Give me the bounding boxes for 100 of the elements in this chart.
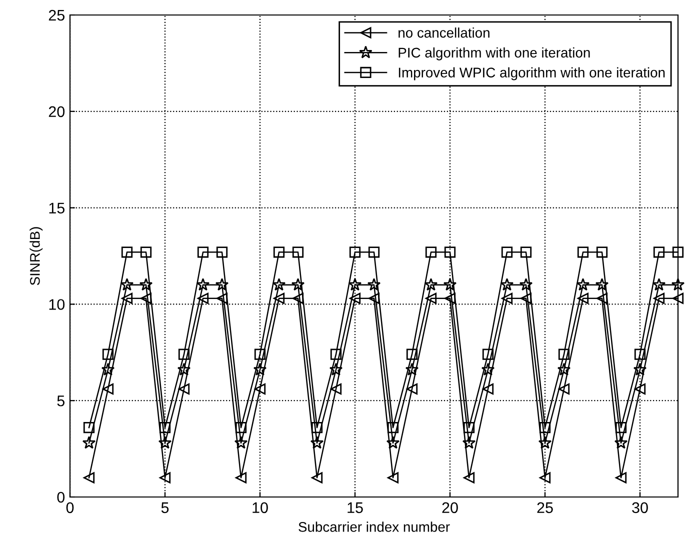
point	[614, 436, 628, 449]
point	[159, 472, 171, 484]
point	[501, 246, 513, 258]
point	[482, 383, 494, 395]
point	[405, 362, 419, 376]
point	[272, 278, 286, 291]
point	[539, 472, 551, 484]
point	[558, 348, 570, 360]
legend-label: PIC algorithm with one iteration	[398, 47, 590, 60]
point	[387, 472, 399, 484]
point	[577, 246, 589, 258]
point	[140, 246, 152, 258]
point	[633, 362, 647, 376]
point	[671, 278, 685, 291]
point	[539, 422, 551, 434]
point	[215, 278, 229, 291]
x-axis-title: Subcarrier index number	[298, 522, 450, 532]
point	[634, 348, 646, 360]
point	[177, 362, 191, 376]
point	[121, 292, 133, 304]
point	[291, 278, 305, 291]
point	[330, 348, 342, 360]
point	[519, 278, 533, 291]
point	[310, 436, 324, 449]
point	[311, 422, 323, 434]
point	[120, 278, 134, 291]
x-tick-label: 15	[348, 502, 363, 514]
legend-label: no cancellation	[398, 28, 490, 38]
y-tick-label: 0	[57, 492, 65, 503]
point	[596, 292, 608, 304]
point	[463, 422, 475, 434]
point	[197, 246, 209, 258]
point	[292, 246, 304, 258]
point	[652, 278, 666, 291]
point	[406, 348, 418, 360]
point	[330, 383, 342, 395]
point	[329, 362, 343, 376]
legend-label: Improved WPIC algorithm with one iteration	[398, 67, 665, 80]
point	[444, 246, 456, 258]
point	[216, 246, 228, 258]
x-tick-label: 5	[161, 502, 169, 514]
point	[178, 348, 190, 360]
point	[83, 472, 95, 484]
y-tick-label: 15	[49, 202, 64, 214]
point	[273, 292, 285, 304]
point	[500, 278, 514, 291]
y-tick-label: 20	[48, 106, 65, 118]
point	[254, 348, 266, 360]
y-tick-label: 10	[49, 299, 65, 310]
point	[216, 292, 228, 304]
point	[311, 472, 323, 484]
point	[425, 246, 437, 258]
point	[140, 292, 152, 304]
point	[520, 292, 532, 304]
point	[482, 348, 494, 360]
point	[234, 436, 248, 449]
point	[254, 383, 266, 395]
point	[558, 383, 570, 395]
point	[102, 383, 114, 395]
point	[424, 278, 438, 291]
x-tick-label: 25	[537, 502, 553, 514]
point	[368, 292, 380, 304]
y-tick-label: 5	[57, 396, 64, 406]
point	[273, 246, 285, 258]
point	[349, 246, 361, 258]
point	[235, 472, 247, 484]
point	[102, 348, 114, 360]
point	[101, 362, 115, 376]
y-tick-label: 25	[48, 10, 64, 21]
point	[425, 292, 437, 304]
point	[197, 292, 209, 304]
x-tick-label: 30	[632, 502, 648, 514]
point	[444, 292, 456, 304]
point	[653, 246, 665, 258]
point	[501, 292, 513, 304]
point	[595, 278, 609, 291]
point	[368, 246, 380, 258]
point	[463, 472, 475, 484]
point	[178, 383, 190, 395]
point	[653, 292, 665, 304]
point	[406, 383, 418, 395]
point	[672, 292, 684, 304]
point	[82, 436, 96, 449]
point	[576, 278, 590, 291]
x-tick-label: 0	[66, 502, 74, 514]
point	[367, 278, 381, 291]
point	[672, 246, 684, 258]
x-tick-label: 20	[442, 502, 458, 514]
point	[557, 362, 571, 376]
point	[349, 292, 361, 304]
point	[634, 383, 646, 395]
x-tick-label: 10	[252, 502, 268, 514]
point	[615, 422, 627, 434]
point	[139, 278, 153, 291]
point	[386, 436, 400, 449]
point	[292, 292, 304, 304]
point	[443, 278, 457, 291]
point	[159, 422, 171, 434]
point	[196, 278, 210, 291]
point	[538, 436, 552, 449]
